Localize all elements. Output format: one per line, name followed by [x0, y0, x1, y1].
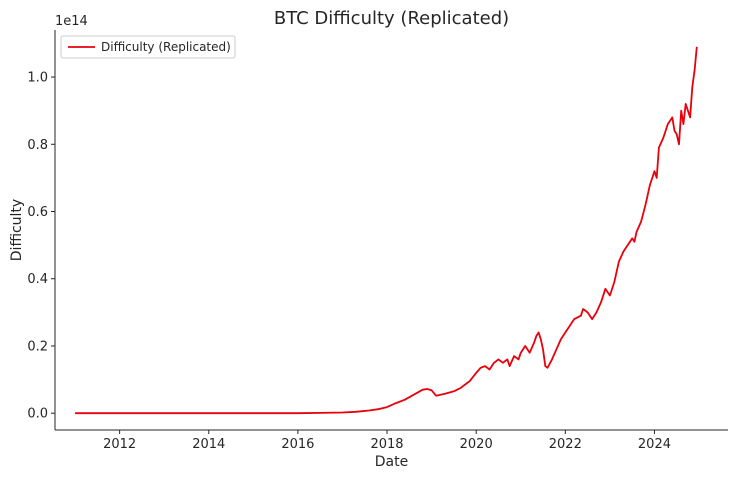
x-tick-label: 2012: [103, 437, 136, 452]
y-tick-label: 0.0: [27, 407, 48, 422]
legend-box: [60, 35, 236, 59]
y-axis-offset-label: 1e14: [55, 14, 88, 29]
x-tick-label: 2022: [549, 437, 582, 452]
x-tick-label: 2018: [370, 437, 403, 452]
y-tick-label: 0.8: [27, 138, 48, 153]
legend-label: Difficulty (Replicated): [101, 40, 231, 54]
x-tick-label: 2020: [460, 437, 493, 452]
y-axis: 0.0 0.2 0.4 0.6 0.8 1.0: [27, 71, 55, 422]
x-tick-label: 2024: [638, 437, 671, 452]
x-axis-label: Date: [375, 454, 408, 470]
series-line-0: [75, 46, 698, 415]
x-tick-label: 2016: [281, 437, 314, 452]
x-tick-label: 2014: [192, 437, 225, 452]
y-tick-label: 0.6: [27, 205, 48, 220]
chart-title: BTC Difficulty (Replicated): [274, 8, 509, 29]
legend: Difficulty (Replicated): [60, 35, 236, 59]
y-tick-label: 0.2: [27, 339, 48, 354]
x-axis: 2012 2014 2016 2018 2020 2022 2024: [103, 430, 671, 452]
plot-area: [75, 46, 698, 415]
y-axis-label: Difficulty: [9, 199, 25, 261]
y-tick-label: 0.4: [27, 272, 48, 287]
y-tick-label: 1.0: [27, 71, 48, 86]
